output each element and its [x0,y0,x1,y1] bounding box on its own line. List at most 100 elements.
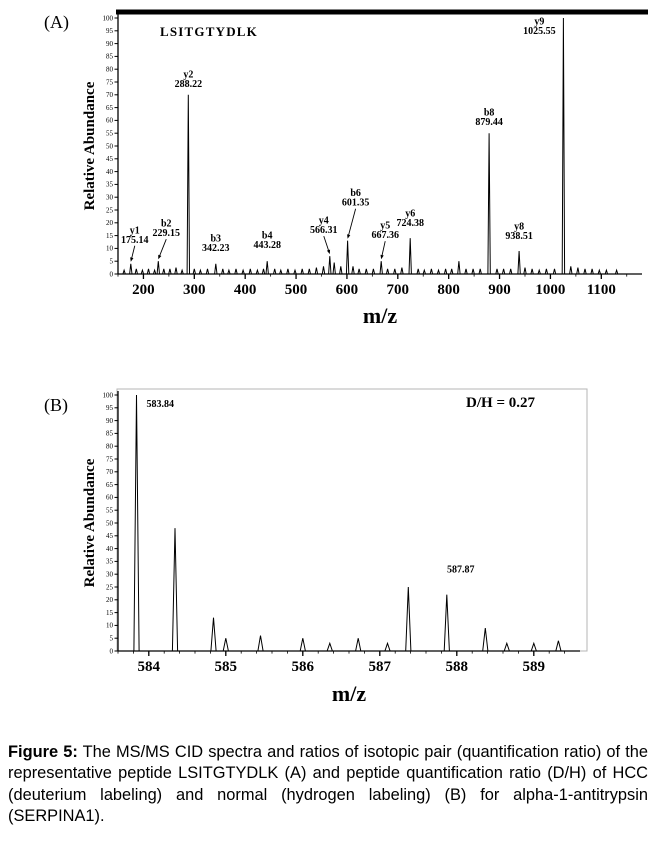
svg-text:5: 5 [110,258,114,266]
svg-text:443.28: 443.28 [253,240,281,251]
svg-text:35: 35 [106,181,114,189]
svg-text:342.23: 342.23 [202,243,230,254]
svg-text:b3: b3 [211,233,222,244]
svg-text:m/z: m/z [332,681,366,706]
svg-text:55: 55 [106,130,114,138]
svg-text:500: 500 [285,282,308,298]
svg-text:35: 35 [106,558,114,566]
svg-text:25: 25 [106,583,114,591]
svg-text:55: 55 [106,507,114,515]
svg-text:0: 0 [110,270,114,278]
svg-text:0: 0 [110,647,114,655]
svg-text:b2: b2 [161,219,172,230]
svg-text:938.51: 938.51 [505,231,533,242]
svg-text:229.15: 229.15 [153,228,181,239]
svg-text:800: 800 [437,282,460,298]
svg-text:b6: b6 [350,188,361,199]
svg-text:D/H = 0.27: D/H = 0.27 [466,395,535,411]
svg-text:b4: b4 [262,231,273,242]
panel-a-spectrum-svg: 0 5 10 15 20 25 30 35 40 45 50 55 60 65 70 75 80 85 90 95 10… [82,9,648,328]
svg-text:30: 30 [106,571,114,579]
svg-text:700: 700 [387,282,410,298]
svg-text:60: 60 [106,117,114,125]
panel-b-label: (B) [44,395,68,415]
svg-text:y8: y8 [514,221,524,232]
panel-a-label: (A) [44,12,69,32]
svg-text:10: 10 [106,245,114,253]
svg-text:587.87: 587.87 [447,565,475,576]
svg-text:100: 100 [103,14,114,22]
svg-text:95: 95 [106,27,114,35]
svg-text:y4: y4 [319,216,329,227]
panel-b: (B) 0 5 10 15 20 25 30 35 40 45 50 55 60 65 70 75 80 85 90… [0,383,655,730]
panel-a-spectrum-chart: 0 5 10 15 20 25 30 35 40 45 50 55 60 65 70 75 80 85 90 95 10… [0,2,655,351]
svg-text:724.38: 724.38 [396,218,424,229]
svg-text:601.35: 601.35 [342,198,370,209]
svg-text:587: 587 [369,659,392,675]
svg-text:y1: y1 [130,225,140,236]
svg-text:5: 5 [110,635,114,643]
figure-caption-text: The MS/MS CID spectra and ratios of isot… [8,743,648,825]
svg-text:583.84: 583.84 [146,399,174,410]
svg-text:667.36: 667.36 [371,230,399,241]
svg-text:100: 100 [103,391,114,399]
svg-text:600: 600 [336,282,359,298]
panel-b-spectrum-svg: 0 5 10 15 20 25 30 35 40 45 50 55 60 65 70 75 80 85 90 95 10… [82,388,588,706]
panel-b-spectrum-chart: 0 5 10 15 20 25 30 35 40 45 50 55 60 65 70 75 80 85 90 95 10… [0,383,655,735]
svg-text:75: 75 [106,455,114,463]
svg-text:b8: b8 [484,108,495,119]
svg-text:60: 60 [106,494,114,502]
svg-text:70: 70 [106,468,114,476]
svg-text:Relative Abundance: Relative Abundance [82,458,98,587]
svg-text:65: 65 [106,481,114,489]
panel-a: (A) 0 5 10 15 20 25 30 35 40 45 50 55 60 65 70 75 80 85 90… [0,2,655,346]
svg-text:y5: y5 [380,221,390,232]
svg-text:y9: y9 [534,17,544,28]
svg-text:y6: y6 [405,209,415,220]
svg-text:65: 65 [106,104,114,112]
svg-text:40: 40 [106,545,114,553]
svg-text:LSITGTYDLK: LSITGTYDLK [160,24,258,39]
svg-text:30: 30 [106,194,114,202]
svg-text:80: 80 [106,66,114,74]
svg-text:m/z: m/z [363,303,397,328]
svg-text:586: 586 [292,659,315,675]
svg-text:85: 85 [106,430,114,438]
svg-text:25: 25 [106,206,114,214]
svg-text:900: 900 [488,282,511,298]
svg-text:1000: 1000 [535,282,565,298]
figure-caption-label: Figure 5: [8,743,78,761]
svg-text:y2: y2 [183,69,193,80]
svg-text:40: 40 [106,168,114,176]
svg-text:90: 90 [106,417,114,425]
svg-text:50: 50 [106,519,114,527]
svg-text:585: 585 [215,659,238,675]
svg-text:20: 20 [106,596,114,604]
svg-text:300: 300 [183,282,206,298]
svg-text:175.14: 175.14 [121,235,149,246]
svg-text:10: 10 [106,622,114,630]
svg-text:80: 80 [106,443,114,451]
svg-text:20: 20 [106,219,114,227]
svg-text:15: 15 [106,609,114,617]
svg-text:584: 584 [138,659,161,675]
svg-text:588: 588 [446,659,469,675]
svg-text:70: 70 [106,91,114,99]
svg-text:288.22: 288.22 [175,79,203,90]
svg-text:45: 45 [106,155,114,163]
svg-text:1025.55: 1025.55 [523,26,556,37]
svg-text:95: 95 [106,404,114,412]
svg-text:Relative Abundance: Relative Abundance [82,81,98,210]
figure-caption: Figure 5: The MS/MS CID spectra and rati… [8,742,648,827]
svg-text:589: 589 [523,659,546,675]
svg-text:1100: 1100 [587,282,616,298]
svg-text:200: 200 [132,282,155,298]
svg-text:879.44: 879.44 [475,117,503,128]
svg-text:566.31: 566.31 [310,225,338,236]
svg-text:75: 75 [106,78,114,86]
svg-text:15: 15 [106,232,114,240]
svg-text:45: 45 [106,532,114,540]
svg-text:400: 400 [234,282,257,298]
svg-text:85: 85 [106,53,114,61]
svg-text:50: 50 [106,142,114,150]
